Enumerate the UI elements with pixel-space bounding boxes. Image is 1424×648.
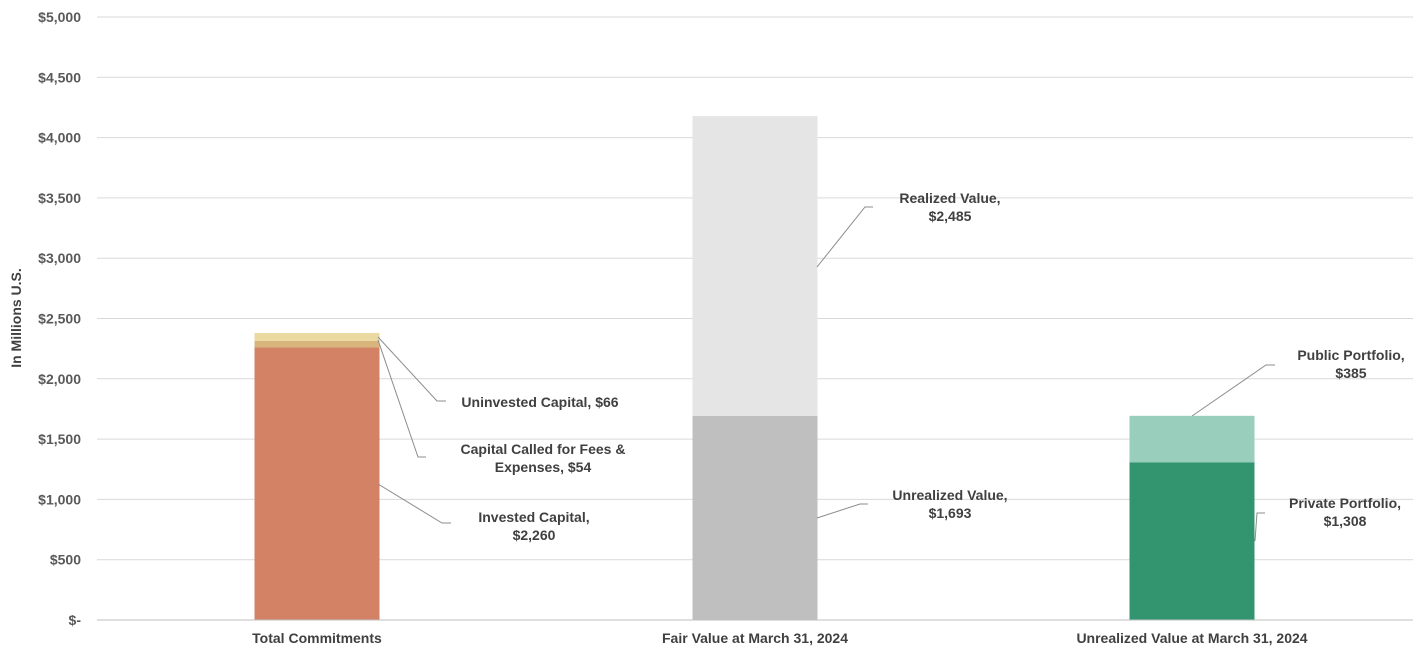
bar-segment [1129, 462, 1255, 620]
bars [254, 116, 1255, 620]
bar-segment [254, 340, 380, 348]
y-tick-label: $1,000 [38, 491, 81, 507]
data-label: Public Portfolio, $385 [1297, 347, 1404, 381]
data-label-line: Unrealized Value, [892, 487, 1007, 503]
annotation-leader-line [1254, 512, 1265, 542]
annotation-leader-line [1191, 364, 1275, 417]
data-label-line: $2,485 [929, 208, 972, 224]
x-tick-label: Unrealized Value at March 31, 2024 [1076, 630, 1307, 646]
data-label-line: $2,260 [513, 527, 556, 543]
data-label-line: $1,693 [929, 505, 972, 521]
bar-segment [254, 332, 380, 341]
y-tick-label: $2,000 [38, 371, 81, 387]
annotation-leader-line [377, 336, 446, 402]
data-label-line: Invested Capital, [478, 509, 589, 525]
y-tick-label: $1,500 [38, 431, 81, 447]
x-tick-label: Fair Value at March 31, 2024 [662, 630, 848, 646]
y-tick-label: $- [69, 612, 82, 628]
bar-segment [692, 415, 818, 620]
annotation-leader-line [816, 503, 868, 519]
y-tick-label: $5,000 [38, 9, 81, 25]
bar-segment [254, 347, 380, 620]
y-tick-label: $4,000 [38, 130, 81, 146]
data-label-line: Private Portfolio, [1289, 495, 1401, 511]
data-label-line: $385 [1335, 365, 1366, 381]
y-axis-label: In Millions U.S. [8, 268, 24, 368]
x-tick-label: Total Commitments [252, 630, 382, 646]
annotation-leaders [377, 206, 1275, 542]
bar-segment [1129, 415, 1255, 463]
data-label-line: Expenses, $54 [495, 459, 592, 475]
annotation-leader-line [377, 483, 451, 524]
data-label: Uninvested Capital, $66 [461, 394, 618, 410]
data-label-line: Uninvested Capital, $66 [461, 394, 618, 410]
y-axis-ticks: $- $500 $1,000 $1,500 $2,000 $2,500 $3,000 $3,5… [38, 9, 81, 628]
annotation-leader-line [377, 339, 426, 458]
data-label: Invested Capital, $2,260 [478, 509, 589, 543]
bar-segment [692, 116, 818, 416]
data-label: Unrealized Value, $1,693 [892, 487, 1007, 521]
x-axis-categories: Total Commitments Fair Value at March 31,… [252, 630, 1308, 646]
annotations: Invested Capital, $2,260 Capital Called fo… [461, 190, 1405, 543]
data-label-line: Realized Value, [899, 190, 1000, 206]
y-tick-label: $4,500 [38, 69, 81, 85]
data-label-line: $1,308 [1324, 513, 1367, 529]
data-label: Private Portfolio, $1,308 [1289, 495, 1401, 529]
y-tick-label: $500 [50, 552, 81, 568]
data-label-line: Capital Called for Fees & [461, 441, 626, 457]
data-label: Capital Called for Fees & Expenses, $54 [461, 441, 626, 475]
y-tick-label: $2,500 [38, 311, 81, 327]
y-tick-label: $3,500 [38, 190, 81, 206]
data-label: Realized Value, $2,485 [899, 190, 1000, 224]
y-tick-label: $3,000 [38, 250, 81, 266]
data-label-line: Public Portfolio, [1297, 347, 1404, 363]
annotation-leader-line [816, 206, 873, 268]
